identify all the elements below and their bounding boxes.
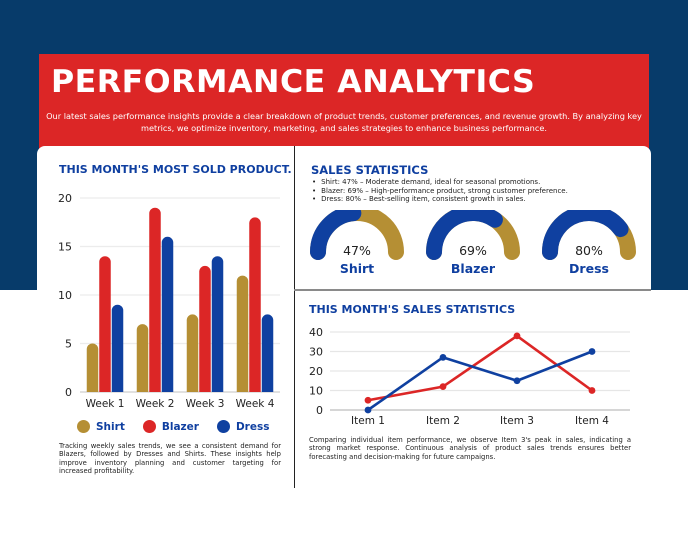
data-point (513, 332, 521, 340)
y-tick-label: 0 (65, 386, 72, 399)
bullet-item: Dress: 80% – Best-selling item, consiste… (312, 195, 568, 204)
bar-dress (211, 256, 224, 392)
bar-shirt (186, 314, 199, 392)
bar-chart-legend: Shirt Blazer Dress (77, 420, 269, 433)
y-tick-label: 40 (309, 326, 323, 339)
gauge-filled-arc (542, 210, 629, 260)
legend-item-dress: Dress (216, 420, 270, 433)
bullet-item: Blazer: 69% – High-performance product, … (312, 187, 568, 196)
bar-shirt (136, 324, 149, 392)
bar-shirt (86, 343, 99, 392)
bar-chart-title: THIS MONTH'S MOST SOLD PRODUCT. (59, 163, 292, 176)
legend-label: Shirt (96, 420, 125, 433)
x-tick-label: Week 4 (236, 398, 275, 410)
bar-dress (261, 314, 274, 392)
gauge-label: Blazer (450, 261, 496, 276)
legend-label: Blazer (161, 420, 199, 433)
data-point (588, 348, 596, 355)
x-tick-label: Item 1 (351, 415, 385, 427)
bar-chart-description: Tracking weekly sales trends, we see a c… (59, 442, 281, 476)
gauge-value: 47% (343, 243, 371, 258)
gauge-arc (310, 210, 404, 260)
gauge-dress: 80% Dress (539, 210, 639, 280)
sales-statistics-title: SALES STATISTICS (311, 163, 429, 177)
line-series-2 (367, 350, 593, 412)
gauge-blazer: 69% Blazer (423, 210, 523, 280)
bar-blazer (249, 217, 261, 392)
line-series-1 (367, 334, 593, 402)
x-tick-label: Item 2 (426, 415, 460, 427)
data-point (439, 353, 447, 361)
y-tick-label: 0 (316, 404, 323, 417)
horizontal-divider (294, 289, 651, 291)
x-tick-label: Item 3 (500, 415, 534, 427)
legend-dot-dress (216, 420, 230, 433)
y-tick-label: 30 (309, 346, 323, 359)
line-chart-description: Comparing individual item performance, w… (309, 436, 631, 461)
legend-item-shirt: Shirt (77, 420, 125, 433)
x-tick-label: Week 1 (86, 398, 125, 410)
sales-statistics-bullets: Shirt: 47% – Moderate demand, ideal for … (312, 178, 568, 204)
x-tick-label: Week 3 (186, 398, 225, 410)
vertical-divider (294, 146, 295, 488)
y-tick-label: 20 (309, 365, 323, 378)
bar-shirt (236, 275, 249, 392)
line-chart: 0 10 20 30 40 Item 1 Item 2 Item 3 Item 4 (309, 326, 630, 427)
data-point (588, 387, 596, 394)
data-point (439, 383, 447, 390)
x-tick-label: Item 4 (575, 415, 609, 427)
legend-label: Dress (235, 420, 270, 433)
legend-item-blazer: Blazer (142, 420, 199, 433)
gauge-arc (542, 210, 636, 260)
data-point (513, 377, 521, 385)
y-tick-label: 20 (58, 192, 72, 205)
data-point (364, 406, 372, 414)
gauge-value: 69% (459, 243, 487, 258)
bullet-item: Shirt: 47% – Moderate demand, ideal for … (312, 178, 568, 187)
page-subtitle: Our latest sales performance insights pr… (46, 111, 642, 133)
legend-dot-blazer (142, 420, 156, 433)
bar-dress (111, 304, 124, 392)
gauge-value: 80% (575, 243, 603, 258)
page-title: PERFORMANCE ANALYTICS (51, 64, 536, 100)
y-tick-label: 10 (58, 289, 72, 302)
gauge-filled-arc (426, 210, 503, 260)
x-tick-label: Week 2 (136, 398, 175, 410)
gauge-label: Shirt (339, 261, 375, 276)
gauge-label: Dress (569, 261, 609, 276)
y-tick-label: 10 (309, 385, 323, 398)
bar-chart: 0 5 10 15 20 Week 1 Week 2 Week 3 Week 4 (58, 192, 280, 410)
data-point (364, 396, 372, 404)
bar-blazer (99, 256, 111, 392)
gauge-shirt: 47% Shirt (307, 210, 407, 280)
line-chart-title: THIS MONTH'S SALES STATISTICS (309, 303, 516, 316)
y-tick-label: 5 (65, 338, 72, 351)
bar-dress (161, 236, 174, 392)
gauge-filled-arc (310, 210, 362, 260)
bar-blazer (149, 207, 161, 392)
bar-blazer (199, 265, 211, 392)
y-tick-label: 15 (58, 241, 72, 254)
gauge-arc (426, 210, 520, 260)
legend-dot-shirt (77, 420, 90, 433)
header-banner (39, 54, 649, 154)
